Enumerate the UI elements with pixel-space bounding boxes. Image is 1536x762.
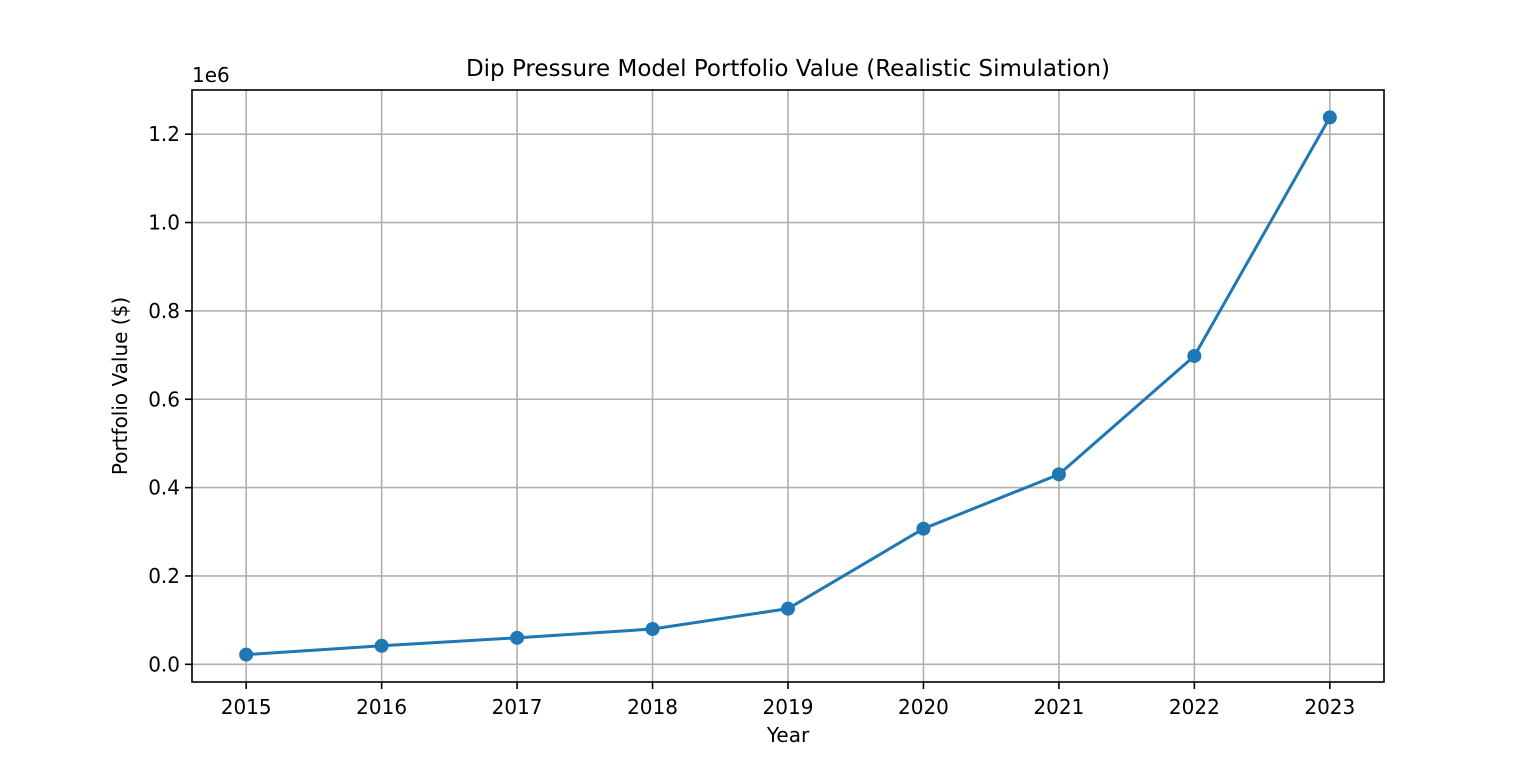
x-tick-label: 2015 (221, 695, 272, 719)
x-tick-label: 2019 (763, 695, 814, 719)
y-tick-label: 1.0 (148, 211, 180, 235)
data-point (645, 621, 660, 636)
data-point (239, 647, 254, 662)
x-tick-label: 2017 (492, 695, 543, 719)
x-tick-label: 2023 (1304, 695, 1355, 719)
x-tick-label: 2020 (898, 695, 949, 719)
data-point (916, 521, 931, 536)
y-tick-label: 0.6 (148, 387, 180, 411)
y-axis-label: Portfolio Value ($) (108, 297, 132, 475)
series-group (239, 110, 1337, 662)
x-tick-label: 2022 (1169, 695, 1220, 719)
chart-title: Dip Pressure Model Portfolio Value (Real… (466, 56, 1110, 82)
axis-ticks: 2015 2016 2017 2018 2019 2020 2021 2022 2023 0.0 0… (148, 122, 1355, 719)
grid-lines (192, 90, 1384, 682)
y-tick-label: 1.2 (148, 122, 180, 146)
x-tick-label: 2018 (627, 695, 678, 719)
data-point (1051, 467, 1066, 482)
data-point (510, 630, 525, 645)
y-offset-text: 1e6 (192, 63, 230, 87)
data-point (1187, 348, 1202, 363)
x-tick-label: 2016 (356, 695, 407, 719)
x-axis-label: Year (766, 723, 810, 747)
y-tick-label: 0.4 (148, 476, 180, 500)
data-point (374, 638, 389, 653)
data-point (781, 601, 795, 616)
y-tick-label: 0.2 (148, 564, 180, 588)
data-point (1322, 110, 1337, 125)
y-tick-label: 0.0 (148, 652, 180, 676)
y-tick-label: 0.8 (148, 299, 180, 323)
x-tick-label: 2021 (1033, 695, 1084, 719)
